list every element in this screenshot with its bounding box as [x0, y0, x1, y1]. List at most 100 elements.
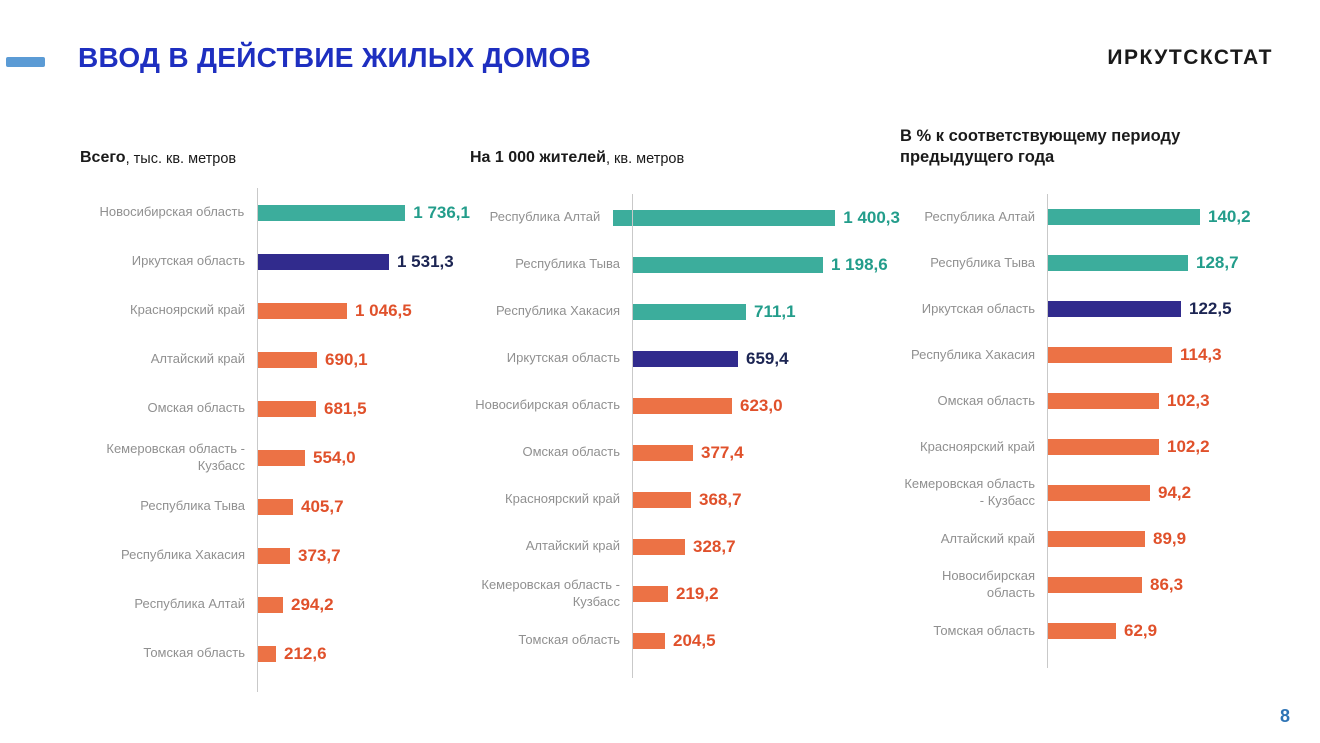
category-label: Республика Хакасия [121, 547, 245, 563]
category-label: Томская область [933, 622, 1035, 638]
value-label: 140,2 [1208, 207, 1251, 226]
bar [1048, 485, 1150, 501]
bar [1048, 623, 1116, 639]
charts-area: Всего, тыс. кв. метров Новосибирская обл… [80, 118, 1285, 692]
chart-row: Иркутская область 1 531,3 [80, 237, 470, 286]
chart-title-percent-yoy: В % к соответствующему периоду предыдуще… [900, 118, 1280, 182]
chart-row: Республика Хакасия 114,3 [900, 332, 1280, 378]
bar-cell: 328,7 [620, 537, 900, 557]
value-label: 94,2 [1158, 483, 1192, 502]
chart-row: Томская область 212,6 [80, 629, 470, 678]
bar [258, 498, 293, 515]
bar [258, 351, 317, 368]
bar-cell: 623,0 [620, 396, 900, 416]
value-label: 102,2 [1167, 437, 1210, 456]
value-label: 89,9 [1153, 529, 1187, 548]
chart-row: Кемеровская область - Кузбасс 94,2 [900, 470, 1280, 516]
category-label: Республика Тыва [140, 498, 245, 514]
chart-row: Новосибирская область 1 736,1 [80, 188, 470, 237]
category-label: Республика Хакасия [496, 303, 620, 319]
chart-title-text: Всего [80, 149, 126, 166]
category-label: Кемеровская область - Кузбасс [106, 440, 245, 473]
chart-row: Красноярский край 102,2 [900, 424, 1280, 470]
category-label: Томская область [518, 632, 620, 648]
bar [633, 444, 693, 461]
bar-cell: 128,7 [1035, 253, 1280, 273]
bar-cell: 373,7 [245, 546, 470, 566]
chart-row: Алтайский край 328,7 [470, 523, 900, 570]
chart-row: Томская область 62,9 [900, 608, 1280, 654]
chart-title-total: Всего, тыс. кв. метров [80, 118, 470, 182]
y-axis-line [632, 194, 633, 678]
category-label: Томская область [143, 645, 245, 661]
chart-row: Новосибирская область 623,0 [470, 382, 900, 429]
category-label: Республика Алтай [489, 209, 601, 225]
value-label: 204,5 [673, 630, 716, 650]
chart-row: Иркутская область 659,4 [470, 335, 900, 382]
bar [258, 302, 347, 319]
bar-cell: 212,6 [245, 644, 470, 664]
value-label: 405,7 [301, 496, 344, 516]
bar-cell: 1 400,3 [600, 208, 900, 228]
category-label: Омская область [937, 392, 1035, 408]
chart-panel-total: Всего, тыс. кв. метров Новосибирская обл… [80, 118, 470, 692]
chart-panel-per-1000: На 1 000 жителей, кв. метров Республика … [470, 118, 900, 678]
chart-row: Республика Тыва 128,7 [900, 240, 1280, 286]
bar-cell: 94,2 [1035, 483, 1280, 503]
chart-row: Омская область 377,4 [470, 429, 900, 476]
chart-title-units: , тыс. кв. метров [125, 150, 237, 167]
chart-row: Республика Тыва 1 198,6 [470, 241, 900, 288]
category-label: Кемеровская область - Кузбасс [481, 576, 620, 609]
bar [633, 585, 668, 602]
value-label: 1 531,3 [397, 251, 454, 271]
bar-cell: 204,5 [620, 631, 900, 651]
bar-cell: 86,3 [1035, 575, 1280, 595]
bar-cell: 89,9 [1035, 529, 1280, 549]
value-label: 1 198,6 [831, 254, 888, 274]
bar [1048, 577, 1142, 593]
value-label: 368,7 [699, 489, 742, 509]
y-axis-line [1047, 194, 1048, 668]
bar [1048, 393, 1159, 409]
bar [613, 209, 836, 226]
bar-cell: 405,7 [245, 497, 470, 517]
bar-cell: 681,5 [245, 399, 470, 419]
chart-row: Республика Хакасия 711,1 [470, 288, 900, 335]
value-label: 681,5 [324, 398, 367, 418]
value-label: 711,1 [754, 301, 796, 321]
value-label: 373,7 [298, 545, 341, 565]
bar-cell: 294,2 [245, 595, 470, 615]
category-label: Алтайский край [525, 538, 620, 554]
chart-row: Новосибирская область 86,3 [900, 562, 1280, 608]
bar [633, 256, 823, 273]
value-label: 623,0 [740, 395, 783, 415]
chart-row: Алтайский край 690,1 [80, 335, 470, 384]
bar-cell: 62,9 [1035, 621, 1280, 641]
category-label: Алтайский край [150, 351, 245, 367]
chart-row: Омская область 681,5 [80, 384, 470, 433]
category-label: Республика Алтай [134, 596, 245, 612]
bar-cell: 1 736,1 [244, 203, 470, 223]
value-label: 62,9 [1124, 621, 1158, 640]
value-label: 212,6 [284, 643, 327, 663]
value-label: 294,2 [291, 594, 334, 614]
bar [258, 596, 283, 613]
chart-row: Республика Тыва 405,7 [80, 482, 470, 531]
chart-row: Республика Алтай 1 400,3 [470, 194, 900, 241]
chart-title-text: В % к соответствующему периоду предыдуще… [900, 127, 1181, 166]
bar-cell: 711,1 [620, 302, 900, 322]
page-title: ВВОД В ДЕЙСТВИЕ ЖИЛЫХ ДОМОВ [78, 42, 592, 73]
bar-cell: 554,0 [245, 448, 470, 468]
y-axis-line [257, 188, 258, 692]
chart-row: Республика Хакасия 373,7 [80, 531, 470, 580]
bar-cell: 219,2 [620, 584, 900, 604]
bar-cell: 1 046,5 [245, 301, 470, 321]
value-label: 659,4 [746, 348, 789, 368]
chart-panel-percent-yoy: В % к соответствующему периоду предыдуще… [900, 118, 1280, 678]
bar-cell: 368,7 [620, 490, 900, 510]
bar [633, 303, 746, 320]
category-label: Республика Тыва [930, 254, 1035, 270]
value-label: 114,3 [1180, 345, 1222, 364]
chart-title-units: , кв. метров [605, 150, 685, 167]
bar [1048, 439, 1159, 455]
